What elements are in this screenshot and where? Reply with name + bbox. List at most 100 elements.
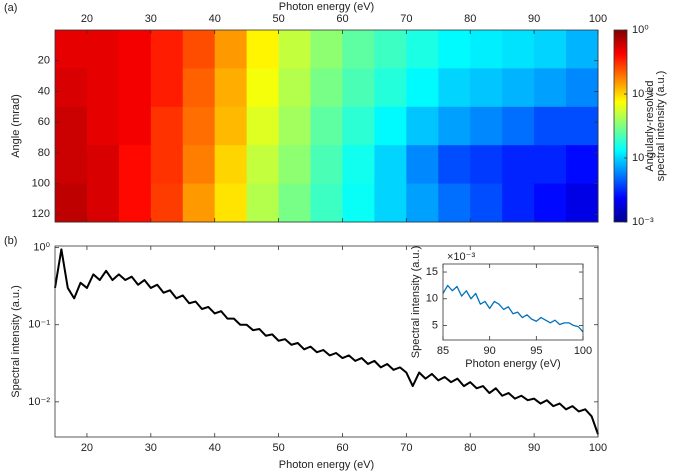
heatmap-cell bbox=[150, 30, 184, 69]
x-tick-label: 60 bbox=[336, 13, 348, 25]
heatmap-cell bbox=[55, 183, 88, 223]
y-tick-label: 10⁻¹ bbox=[28, 319, 50, 331]
y-tick-label: 15 bbox=[426, 266, 438, 278]
x-tick-label: 30 bbox=[145, 442, 157, 454]
x-tick-label: 90 bbox=[528, 13, 540, 25]
heatmap-cell bbox=[470, 30, 503, 69]
x-axis-label: Photon energy (eV) bbox=[279, 459, 374, 471]
heatmap-cell bbox=[214, 183, 248, 223]
heatmap-cell bbox=[86, 30, 120, 69]
colorbar-tick-label: 10⁻³ bbox=[632, 216, 654, 228]
heatmap-cell bbox=[470, 145, 503, 185]
heatmap-cell bbox=[278, 106, 312, 146]
x-tick-label: 90 bbox=[528, 442, 540, 454]
heatmap-cell bbox=[214, 30, 248, 69]
heatmap-cell bbox=[86, 68, 120, 108]
x-tick-label: 50 bbox=[272, 442, 284, 454]
heatmap-cell bbox=[406, 68, 439, 108]
heatmap-cell bbox=[502, 145, 535, 185]
heatmap-cell bbox=[374, 68, 407, 108]
data-line bbox=[442, 284, 584, 333]
heatmap-cell bbox=[310, 145, 343, 185]
x-axis-label: Photon energy (eV) bbox=[465, 358, 560, 370]
heatmap-cell bbox=[214, 106, 248, 146]
x-tick-label: 80 bbox=[464, 442, 476, 454]
heatmap-cell bbox=[246, 183, 280, 223]
plot-frame bbox=[442, 263, 584, 341]
heatmap-cell bbox=[534, 68, 567, 108]
heatmap-cell bbox=[566, 145, 599, 185]
colorbar-tick-label: 10⁰ bbox=[632, 24, 649, 36]
x-tick-label: 90 bbox=[484, 345, 496, 357]
heatmap-cell bbox=[502, 30, 535, 69]
heatmap-cell bbox=[406, 106, 439, 146]
heatmap-cell bbox=[246, 145, 280, 185]
panel-label: (a) bbox=[4, 2, 17, 14]
heatmap-cell bbox=[246, 106, 280, 146]
x-tick-label: 100 bbox=[574, 345, 592, 357]
y-tick-label: 60 bbox=[38, 116, 50, 128]
y-tick-label: 20 bbox=[38, 55, 50, 67]
heatmap-cell bbox=[342, 30, 375, 69]
x-tick-label: 80 bbox=[464, 13, 476, 25]
heatmap-cell bbox=[182, 106, 216, 146]
heatmap-cell bbox=[438, 68, 471, 108]
heatmap-cell bbox=[534, 183, 567, 223]
x-tick-label: 70 bbox=[400, 442, 412, 454]
heatmap-cell bbox=[438, 106, 471, 146]
heatmap-cell bbox=[438, 183, 471, 223]
heatmap-cell bbox=[342, 106, 375, 146]
heatmap-cell bbox=[118, 68, 152, 108]
x-tick-label: 70 bbox=[400, 13, 412, 25]
heatmap-cell bbox=[118, 183, 152, 223]
heatmap-cell bbox=[342, 183, 375, 223]
heatmap-cell bbox=[502, 106, 535, 146]
heatmap-cell bbox=[566, 30, 599, 69]
x-tick-label: 20 bbox=[81, 442, 93, 454]
heatmap-cell bbox=[566, 183, 599, 223]
heatmap-cell bbox=[502, 68, 535, 108]
heatmap-cell bbox=[406, 183, 439, 223]
heatmap-cell bbox=[150, 106, 184, 146]
heatmap-cell bbox=[182, 68, 216, 108]
colorbar-tick-label: 10⁻² bbox=[632, 152, 654, 164]
heatmap-cell bbox=[150, 145, 184, 185]
x-tick-label: 20 bbox=[81, 13, 93, 25]
x-tick-label: 85 bbox=[437, 345, 449, 357]
heatmap-cell bbox=[182, 145, 216, 185]
y-tick-label: 10 bbox=[426, 293, 438, 305]
heatmap-cell bbox=[310, 183, 343, 223]
heatmap-cell bbox=[502, 183, 535, 223]
heatmap-cell bbox=[438, 30, 471, 69]
x-tick-label: 100 bbox=[589, 13, 607, 25]
heatmap-cell bbox=[55, 68, 88, 108]
colorbar-label: Angularly-resolved bbox=[644, 80, 656, 171]
heatmap-cell bbox=[86, 145, 120, 185]
heatmap-cell bbox=[55, 106, 88, 146]
heatmap-cell bbox=[118, 30, 152, 69]
heatmap-cell bbox=[278, 145, 312, 185]
y-tick-label: 40 bbox=[38, 85, 50, 97]
heatmap-cell bbox=[470, 183, 503, 223]
heatmap-cell bbox=[246, 68, 280, 108]
heatmap-cell bbox=[374, 183, 407, 223]
heatmap-cell bbox=[406, 145, 439, 185]
colorbar-label: spectral intensity (a.u.) bbox=[655, 71, 667, 182]
colorbar-tick-label: 10⁻¹ bbox=[632, 88, 654, 100]
y-tick-label: 10⁰ bbox=[33, 242, 50, 254]
heatmap-cell bbox=[470, 68, 503, 108]
heatmap-cell bbox=[342, 68, 375, 108]
x-tick-label: 30 bbox=[145, 13, 157, 25]
y-multiplier: ×10⁻³ bbox=[447, 251, 475, 263]
x-tick-label: 100 bbox=[589, 442, 607, 454]
heatmap-cell bbox=[86, 106, 120, 146]
inset-background bbox=[443, 264, 583, 340]
y-tick-label: 120 bbox=[32, 208, 50, 220]
heatmap-cell bbox=[150, 183, 184, 223]
heatmap-cell bbox=[406, 30, 439, 69]
heatmap-cell bbox=[118, 106, 152, 146]
heatmap-cell bbox=[470, 106, 503, 146]
x-tick-label: 95 bbox=[530, 345, 542, 357]
heatmap-cell bbox=[214, 68, 248, 108]
